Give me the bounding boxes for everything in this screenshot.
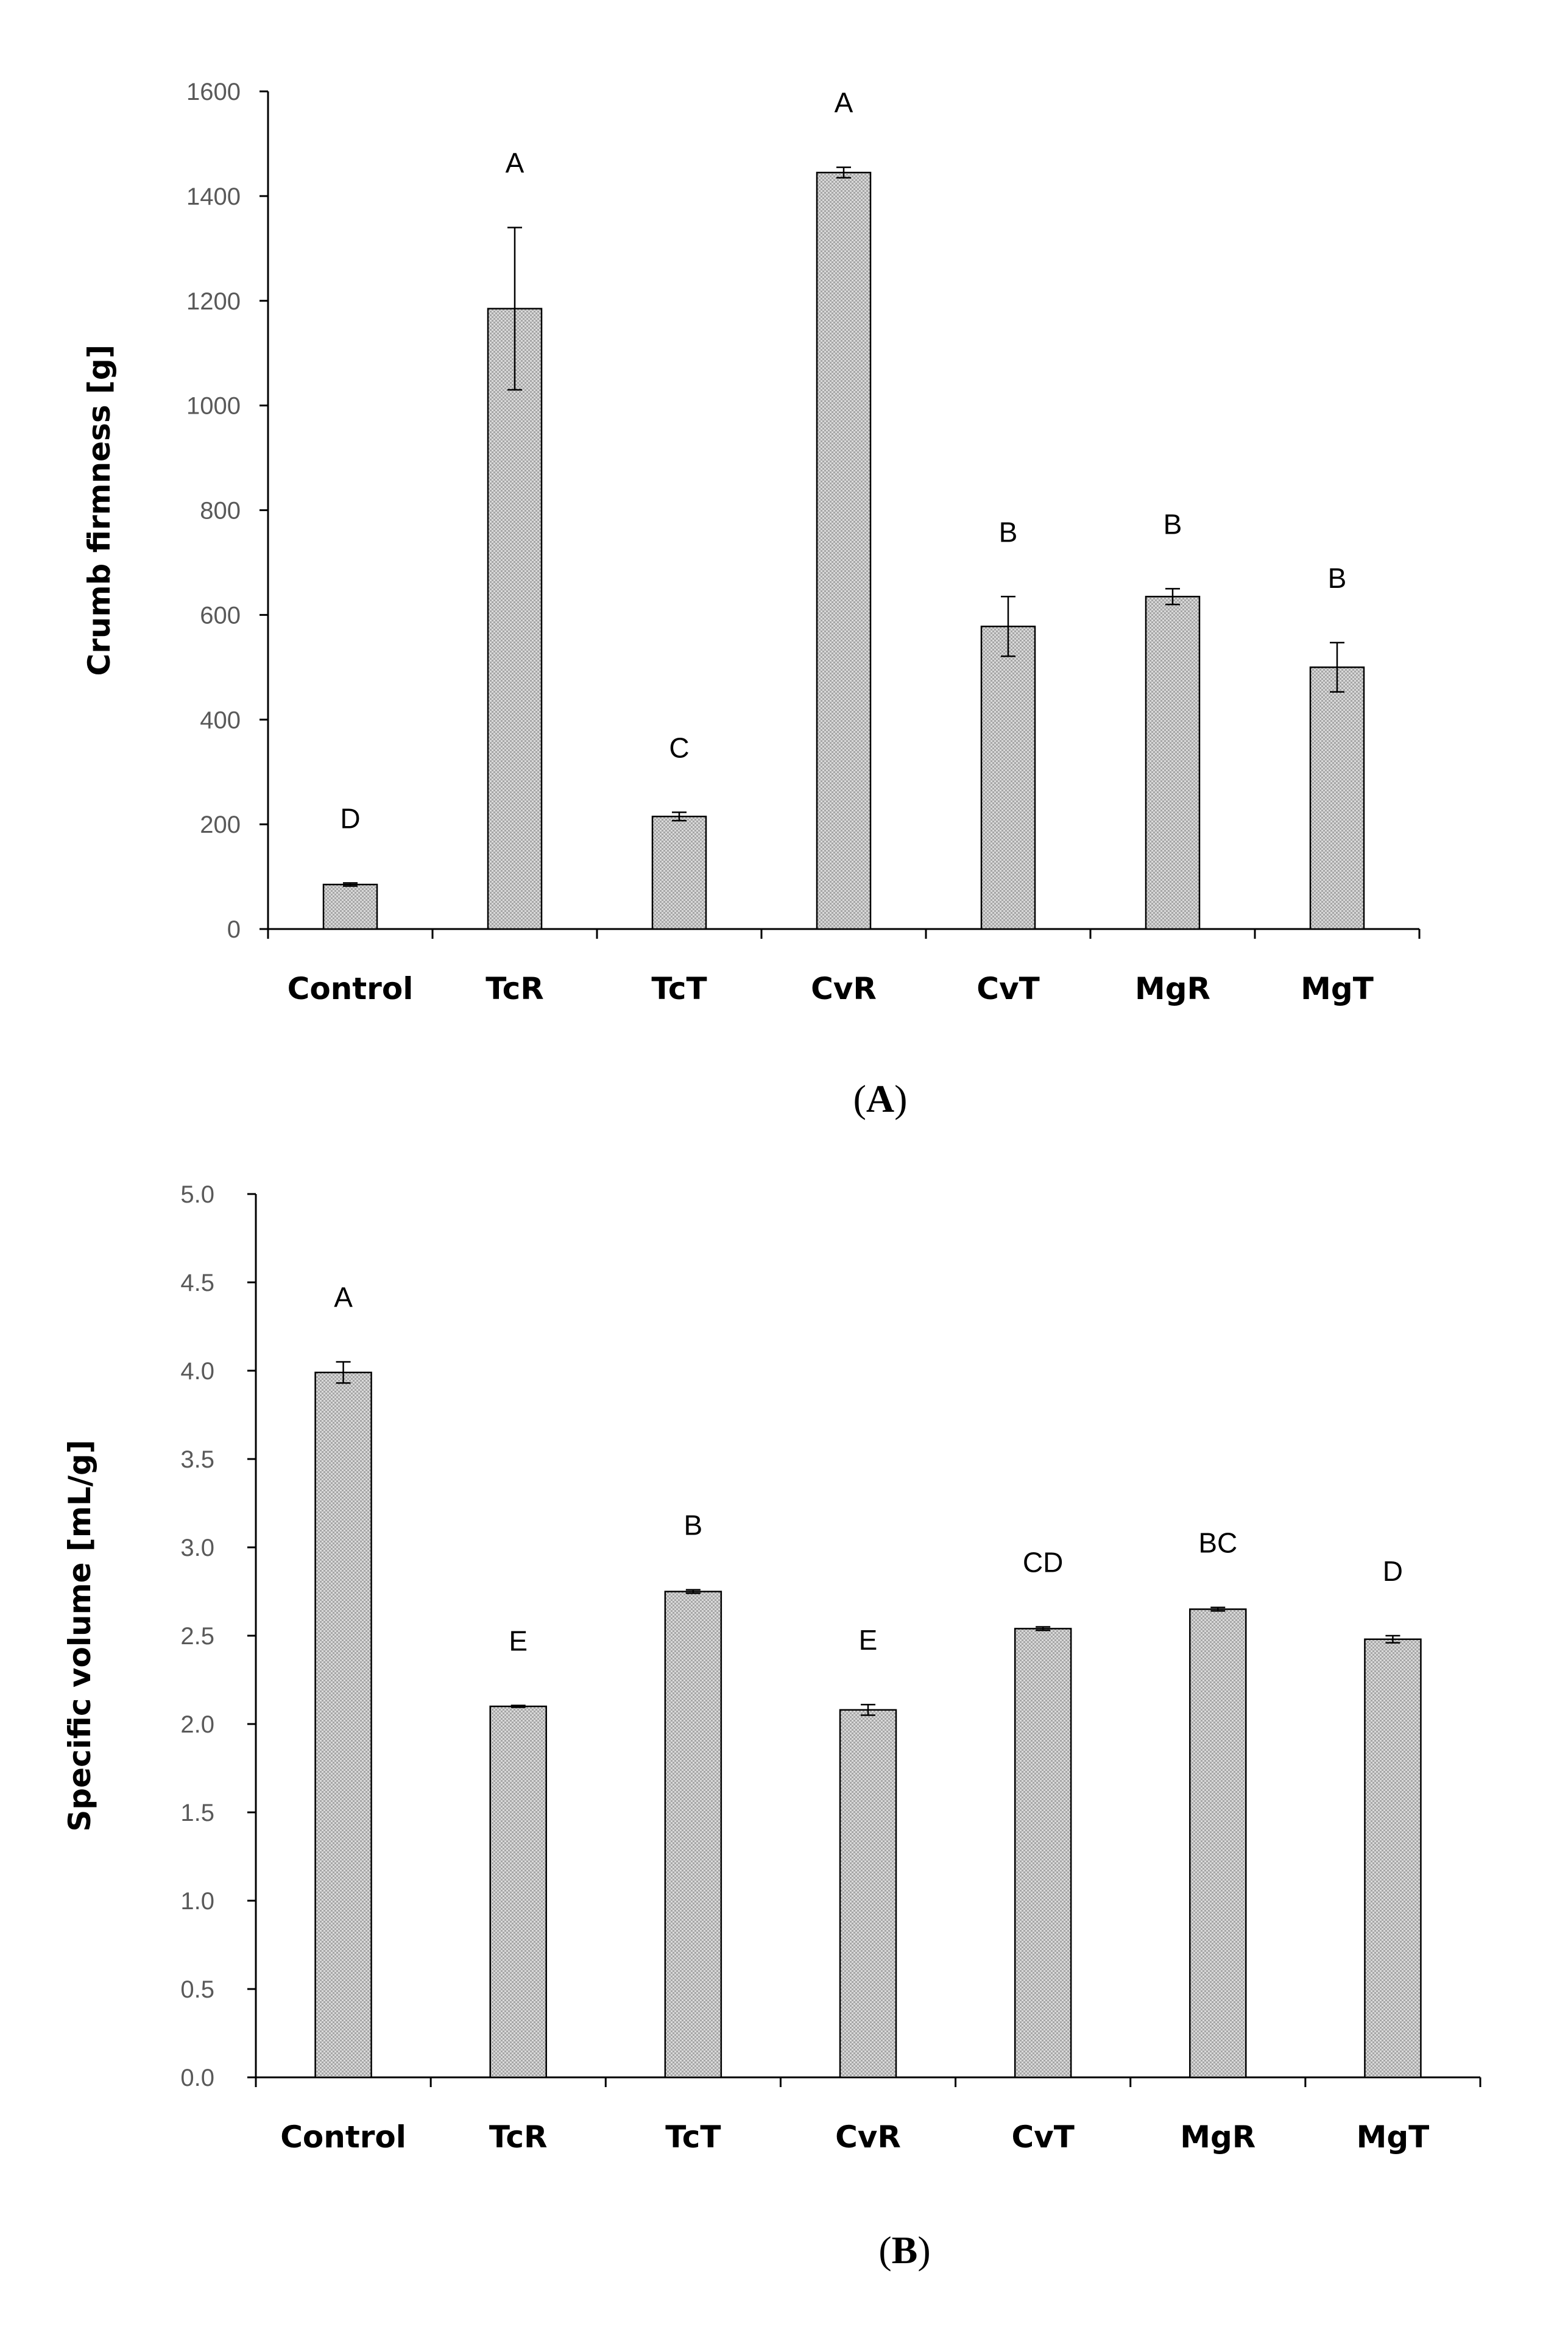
y-tick-label: 1.5 bbox=[180, 1800, 214, 1826]
y-tick-label: 2.5 bbox=[180, 1623, 214, 1650]
y-tick-label: 0.5 bbox=[180, 1976, 214, 2003]
y-tick-label: 5.0 bbox=[180, 1181, 214, 1208]
y-tick-label: 2.0 bbox=[180, 1711, 214, 1738]
significance-label: CD bbox=[1023, 1547, 1063, 1578]
y-tick-label: 1600 bbox=[186, 79, 241, 105]
y-tick-label: 200 bbox=[200, 811, 241, 838]
significance-label: E bbox=[509, 1625, 528, 1657]
category-label: TcR bbox=[489, 2119, 548, 2155]
bar-tct bbox=[664, 1591, 722, 2079]
category-label: TcR bbox=[486, 971, 544, 1006]
significance-label: BC bbox=[1198, 1527, 1237, 1559]
significance-label: D bbox=[340, 802, 360, 834]
bar-control bbox=[314, 1371, 372, 2079]
y-tick-label: 600 bbox=[200, 602, 241, 629]
y-axis-label: Crumb firmness [g] bbox=[82, 345, 117, 676]
significance-label: D bbox=[1383, 1555, 1403, 1587]
significance-label: B bbox=[1328, 562, 1347, 594]
y-tick-label: 0.0 bbox=[180, 2065, 214, 2091]
category-label: MgT bbox=[1301, 971, 1374, 1006]
y-tick-label: 1.0 bbox=[180, 1888, 214, 1915]
significance-label: A bbox=[835, 87, 853, 119]
category-label: CvT bbox=[976, 971, 1039, 1006]
category-label: CvT bbox=[1011, 2119, 1074, 2155]
bar-control bbox=[322, 883, 378, 930]
category-label: MgR bbox=[1180, 2119, 1255, 2155]
y-tick-label: 800 bbox=[200, 498, 241, 525]
y-tick-label: 0 bbox=[227, 916, 241, 943]
y-tick-label: 1200 bbox=[186, 288, 241, 315]
bar-tcr bbox=[489, 1705, 547, 2079]
bar-mgt bbox=[1364, 1638, 1422, 2079]
significance-label: E bbox=[859, 1624, 878, 1656]
bar-mgr bbox=[1145, 596, 1201, 930]
bar-cvt bbox=[980, 626, 1036, 930]
chart-panel-a: 0 200 400 600 800 1000 1200 1400 1600 Crumb firmn… bbox=[82, 79, 1421, 1120]
y-tick-label: 3.5 bbox=[180, 1446, 214, 1473]
y-tick-label: 400 bbox=[200, 707, 241, 733]
bar-cvt bbox=[1014, 1628, 1072, 2079]
significance-label: A bbox=[334, 1282, 353, 1313]
y-tick-label: 4.0 bbox=[180, 1358, 214, 1385]
y-tick-label: 4.5 bbox=[180, 1270, 214, 1296]
category-label: MgR bbox=[1135, 971, 1210, 1006]
y-tick-label: 1400 bbox=[186, 183, 241, 210]
category-label: TcT bbox=[651, 971, 707, 1006]
bar-mgt bbox=[1309, 666, 1365, 930]
category-label: Control bbox=[288, 971, 414, 1006]
chart-panel-b: 0.0 0.5 1.0 1.5 2.0 2.5 3.0 3.5 4.0 4.5 5.0 Specifi… bbox=[62, 1181, 1481, 2272]
category-label: MgT bbox=[1357, 2119, 1430, 2155]
category-label: TcT bbox=[665, 2119, 721, 2155]
y-tick-label: 1000 bbox=[186, 393, 241, 420]
significance-label: A bbox=[506, 147, 524, 178]
bar-mgr bbox=[1189, 1608, 1247, 2079]
category-label: CvR bbox=[811, 971, 877, 1006]
significance-label: B bbox=[1164, 508, 1182, 540]
significance-label: B bbox=[999, 516, 1018, 548]
bar-cvr bbox=[839, 1709, 897, 2079]
category-label: CvR bbox=[835, 2119, 901, 2155]
significance-label: C bbox=[669, 732, 689, 763]
bar-cvr bbox=[816, 171, 872, 930]
panel-caption: (B) bbox=[878, 2228, 930, 2272]
bar-tcr bbox=[487, 308, 543, 930]
panel-caption-letter: B bbox=[892, 2228, 918, 2272]
y-axis-label: Specific volume [mL/g] bbox=[62, 1440, 97, 1831]
panel-caption: (A) bbox=[853, 1077, 908, 1120]
category-label: Control bbox=[280, 2119, 406, 2155]
y-tick-label: 3.0 bbox=[180, 1535, 214, 1561]
significance-label: B bbox=[684, 1510, 703, 1541]
panel-caption-letter: A bbox=[866, 1077, 894, 1120]
bar-tct bbox=[651, 815, 707, 930]
